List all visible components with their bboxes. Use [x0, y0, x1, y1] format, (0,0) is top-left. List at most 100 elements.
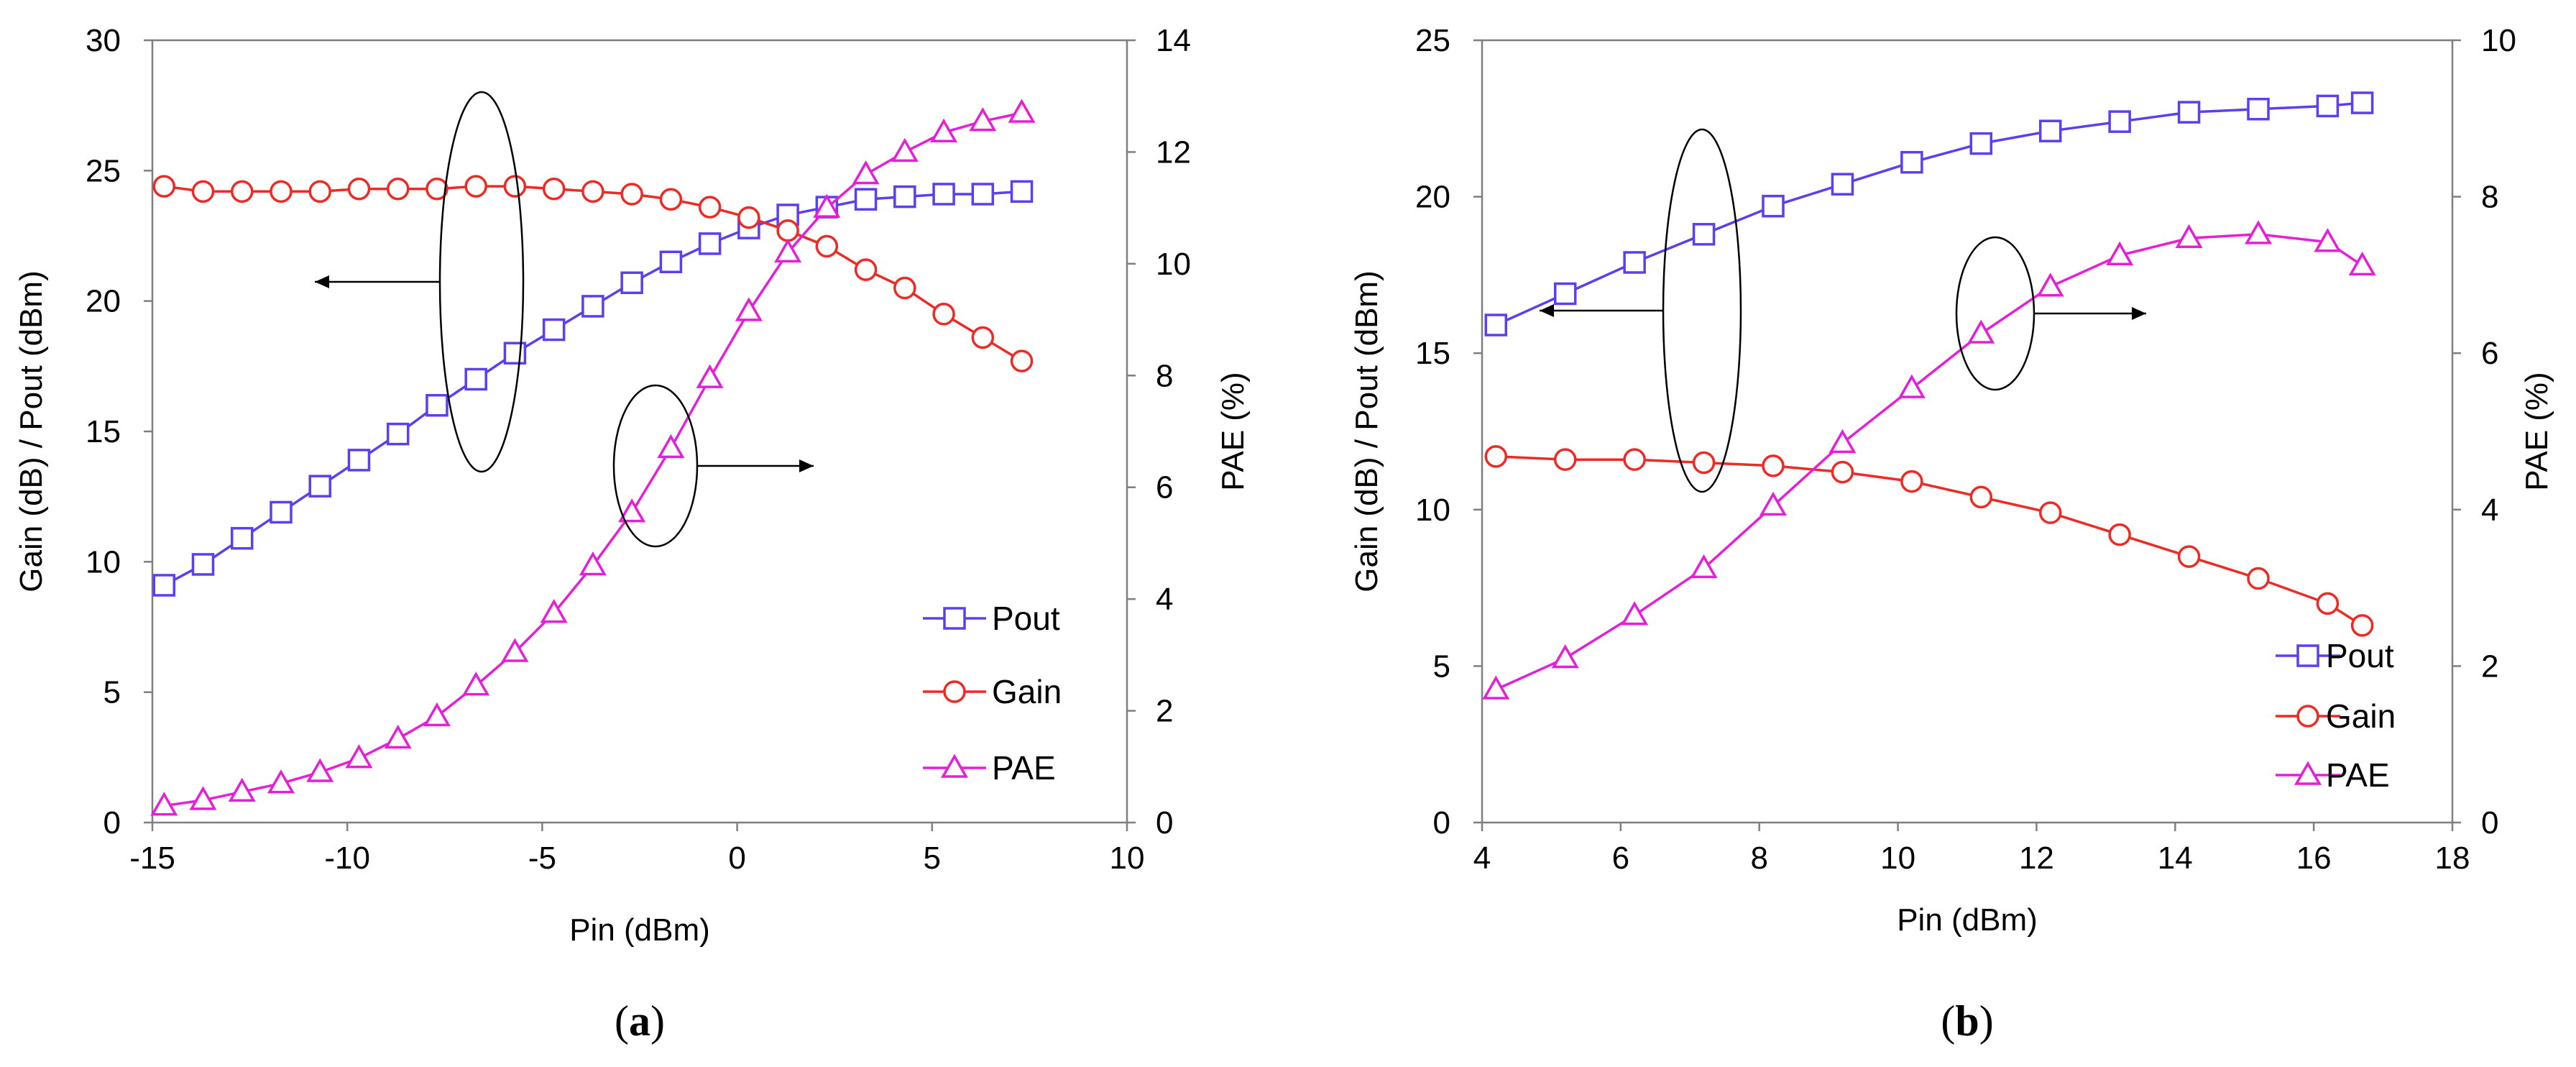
data-point-gain [2108, 523, 2131, 546]
data-point-pae [345, 744, 373, 769]
data-point-pae [618, 498, 646, 523]
legend-label-pae: PAE [2326, 756, 2390, 794]
data-point-pae [2175, 224, 2203, 249]
data-point-pout [1553, 282, 1577, 306]
x-tick-label: 10 [1880, 841, 1915, 876]
annotation-arrowhead [315, 275, 329, 288]
annotation-ellipse [612, 384, 699, 548]
data-point-gain [503, 175, 527, 198]
legend-marker-gain [943, 680, 966, 703]
x-tick-label: -10 [324, 841, 370, 876]
plot-area-frame [151, 39, 1128, 824]
x-tick-label: 0 [728, 841, 745, 876]
x-tick-label: 18 [2435, 841, 2470, 876]
data-point-pae [969, 107, 997, 132]
data-point-gain [776, 219, 799, 242]
data-point-pae [891, 137, 919, 162]
x-axis-title: Pin (dBm) [569, 912, 710, 948]
y2-tick-label: 2 [2481, 649, 2498, 684]
data-point-pout [231, 526, 254, 550]
data-point-pae [501, 638, 529, 662]
data-point-pout [932, 183, 955, 206]
data-point-gain [659, 188, 683, 211]
data-point-pae [813, 193, 841, 218]
y2-tick-label: 8 [2481, 180, 2498, 215]
data-point-pout [2247, 97, 2270, 121]
data-point-gain [426, 177, 448, 201]
x-tick-label: 16 [2296, 841, 2332, 876]
data-point-pout [152, 574, 176, 597]
y-tick-label: 30 [86, 23, 121, 58]
annotation-ellipse [1662, 128, 1742, 493]
series-line-gain [1496, 455, 2363, 627]
y-tick-label: 20 [1415, 180, 1450, 215]
data-point-gain [815, 234, 839, 258]
x-tick-label: 12 [2019, 841, 2054, 876]
data-point-gain [2350, 614, 2374, 637]
data-point-pout [581, 295, 604, 318]
y-tick-label: 15 [86, 414, 121, 449]
annotation-arrowhead [799, 459, 814, 472]
legend-label-pout: Pout [992, 600, 1060, 637]
data-point-pae [774, 238, 802, 263]
data-point-pae [462, 672, 490, 696]
data-point-pout [542, 318, 566, 342]
data-point-pae [2244, 220, 2273, 244]
y2-tick-label: 6 [1156, 470, 1173, 505]
data-point-pae [1551, 644, 1579, 669]
data-point-pout [270, 500, 293, 524]
x-tick-label: -5 [528, 841, 556, 876]
data-point-gain [854, 258, 878, 281]
data-point-pae [150, 792, 178, 816]
y2-tick-label: 4 [2481, 493, 2498, 528]
y-tick-label: 20 [86, 284, 121, 319]
series-line-pout [163, 190, 1022, 587]
data-point-pout [2177, 101, 2201, 124]
data-point-pout [426, 393, 448, 417]
x-tick-label: 6 [1612, 841, 1629, 876]
data-point-gain [347, 177, 371, 201]
data-point-pae [1898, 374, 1926, 398]
data-point-pout [971, 183, 995, 206]
legend-label-gain: Gain [992, 673, 1062, 710]
x-tick-label: 10 [1110, 841, 1145, 876]
data-point-pae [228, 777, 256, 802]
data-point-pae [384, 724, 412, 749]
data-point-pae [1690, 554, 1718, 579]
data-point-pout [1010, 180, 1034, 203]
data-point-gain [1831, 460, 1854, 484]
y-tick-label: 5 [1433, 649, 1450, 684]
data-point-pout [1692, 223, 1716, 246]
data-point-pae [423, 702, 451, 727]
data-point-gain [2038, 501, 2062, 524]
y-tick-label: 25 [86, 153, 121, 188]
y2-axis-title: PAE (%) [1215, 372, 1251, 490]
data-point-pae [2106, 241, 2134, 265]
data-point-pae [267, 769, 295, 794]
data-point-pout [1831, 173, 1854, 196]
y-tick-label: 0 [104, 805, 121, 841]
legend-label-pae: PAE [992, 749, 1056, 787]
data-point-pout [698, 232, 722, 255]
data-point-pae [1482, 675, 1510, 700]
series-line-pae [164, 111, 1022, 807]
data-point-gain [231, 180, 254, 203]
data-point-gain [542, 177, 566, 201]
data-point-gain [2177, 545, 2201, 568]
y2-axis-title: PAE (%) [2519, 372, 2554, 490]
x-tick-label: -15 [129, 841, 175, 876]
data-point-pae [696, 364, 724, 388]
y-tick-label: 25 [1415, 23, 1450, 58]
x-tick-label: 4 [1473, 841, 1491, 876]
panel-label: (b) [1941, 997, 1993, 1045]
x-tick-label: 14 [2158, 841, 2193, 876]
x-tick-label: 8 [1750, 841, 1767, 876]
y2-tick-label: 4 [1156, 582, 1173, 617]
data-point-gain [1692, 451, 1716, 475]
chart-panel-a: -15 -10 -5 0 5 10 0 5 10 15 20 25 30 0 2 4 6 8 10 12 14 Pin (… [14, 23, 1251, 1045]
data-point-pae [189, 786, 217, 810]
y-tick-label: 5 [104, 675, 121, 710]
data-point-pae [579, 551, 607, 576]
series-line-pae [1495, 233, 2363, 691]
panel-label: (a) [615, 997, 665, 1045]
